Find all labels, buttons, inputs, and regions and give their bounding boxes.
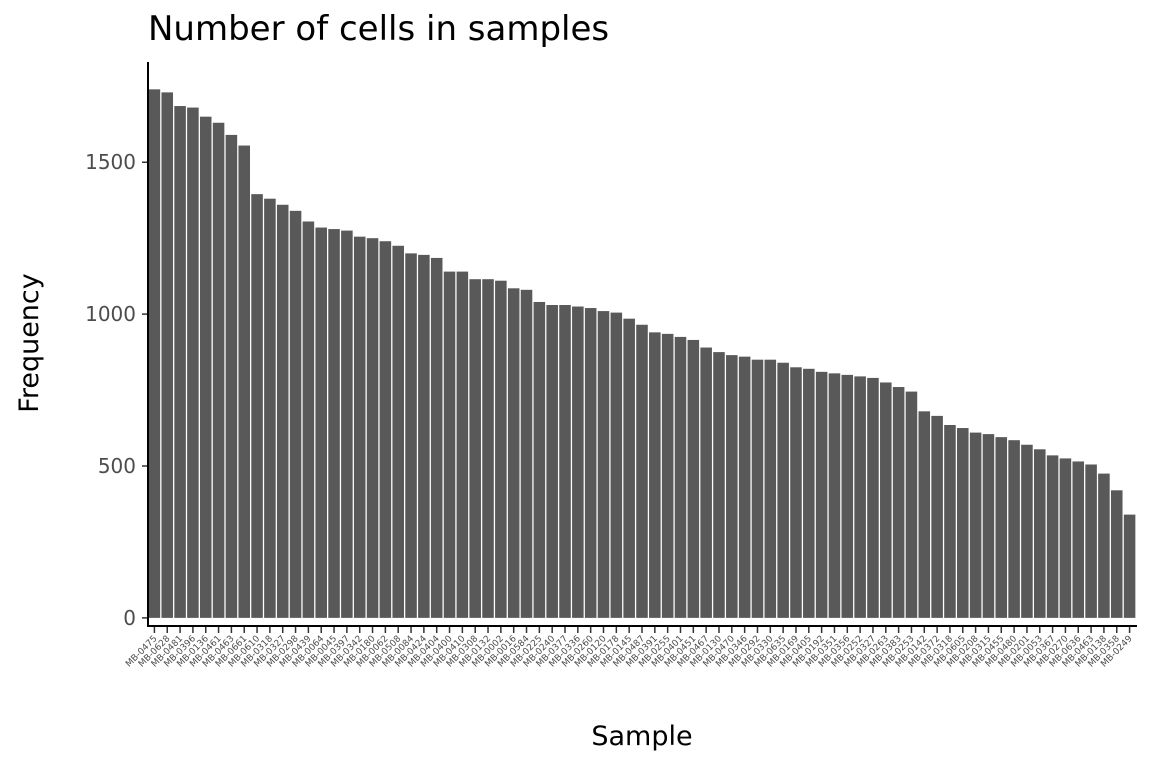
bar (880, 382, 892, 618)
bar (751, 359, 764, 618)
bar (430, 257, 443, 618)
bar (957, 428, 969, 618)
bar (559, 305, 571, 618)
chart-title: Number of cells in samples (148, 9, 609, 49)
x-axis-ticks: MB-0475MB-0628MB-0481MB-0396MB-0136MB-04… (124, 627, 1135, 669)
bar (251, 194, 263, 618)
bar (1123, 514, 1136, 618)
bar (1072, 461, 1085, 618)
bar (777, 362, 789, 618)
bar (803, 368, 815, 618)
bar (815, 371, 828, 618)
bar (790, 367, 802, 618)
bar (918, 411, 931, 618)
y-axis-ticks: 0 500 1000 1500 (85, 150, 148, 630)
bar (944, 424, 956, 618)
bar (610, 312, 623, 618)
bar (726, 355, 738, 618)
bar (1033, 449, 1046, 618)
bar (482, 279, 494, 618)
bar (187, 107, 199, 618)
bar (905, 391, 918, 618)
bar (1046, 455, 1059, 618)
y-axis-title: Frequency (14, 273, 45, 413)
bar (1021, 444, 1033, 618)
bar (623, 318, 635, 618)
bar (597, 311, 610, 618)
bar (995, 437, 1008, 618)
bar (713, 352, 725, 618)
bars-group (148, 89, 1136, 618)
bar (225, 134, 238, 618)
bar (507, 288, 520, 618)
bar (572, 306, 584, 618)
bar (700, 347, 712, 618)
bar (353, 236, 366, 618)
bar (520, 289, 533, 618)
bar (199, 116, 212, 618)
bar (636, 324, 648, 618)
bar (584, 308, 597, 618)
bar (674, 336, 687, 618)
bar (418, 254, 430, 618)
bar (1110, 490, 1123, 618)
bar (379, 241, 392, 618)
bar (328, 229, 340, 618)
bar (443, 271, 456, 618)
bar (289, 210, 302, 618)
bar (892, 387, 905, 618)
bar (1059, 458, 1072, 618)
y-tick-label: 500 (98, 454, 136, 478)
bar (315, 227, 327, 618)
bar (841, 374, 854, 618)
y-tick-label: 0 (123, 606, 136, 630)
bar (931, 415, 943, 618)
bar (1098, 473, 1110, 618)
bar (174, 106, 186, 618)
bar (854, 376, 866, 618)
bar (867, 377, 879, 618)
y-tick-label: 1000 (85, 302, 136, 326)
bar (405, 253, 417, 618)
bar (212, 122, 225, 618)
bar (1008, 440, 1020, 618)
bar (1085, 464, 1097, 618)
y-tick-label: 1500 (85, 150, 136, 174)
bar (264, 198, 276, 618)
bar (161, 92, 174, 618)
bar (456, 271, 469, 618)
x-axis-title: Sample (591, 721, 692, 752)
bar (649, 332, 661, 618)
bar (828, 373, 841, 618)
bar (764, 359, 777, 618)
bar (969, 432, 982, 618)
bar (276, 204, 289, 618)
bar (661, 333, 674, 618)
bar (148, 89, 161, 618)
bar (469, 279, 481, 618)
bar (546, 305, 558, 618)
bar (341, 230, 353, 618)
bar (982, 434, 995, 618)
bar (738, 356, 751, 618)
bar (495, 280, 507, 618)
bar (366, 238, 379, 618)
bar (238, 145, 251, 618)
bar (392, 245, 404, 618)
bar (533, 301, 546, 618)
bar (302, 221, 315, 618)
bar (687, 339, 700, 618)
